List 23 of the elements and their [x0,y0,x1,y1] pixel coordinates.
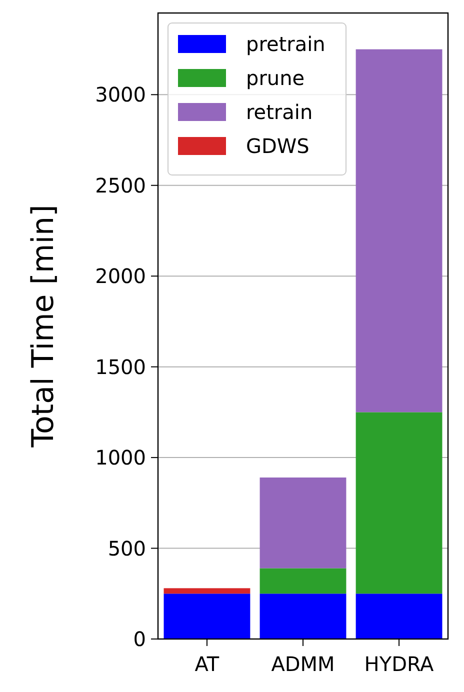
bar [164,588,250,594]
y-tick-label: 2000 [95,264,146,288]
bar [260,568,346,594]
bar [164,594,250,639]
bar [260,478,346,568]
legend-label: prune [246,66,305,90]
x-tick-label: ADMM [271,652,335,676]
y-tick-label: 0 [133,627,146,651]
y-axis-title: Total Time [min] [26,204,61,448]
bar [356,594,442,639]
bar [356,412,442,594]
legend-label: retrain [246,100,313,124]
y-tick-label: 3000 [95,82,146,107]
y-tick-label: 2500 [95,173,146,198]
y-tick-label: 1000 [95,446,146,470]
bar [356,49,442,412]
y-tick-label: 500 [108,536,146,560]
x-tick-label: HYDRA [364,652,434,676]
x-tick-label: AT [194,652,220,676]
y-tick-label: 1500 [95,354,146,379]
bar [260,594,346,639]
legend-label: GDWS [246,134,310,158]
legend-label: pretrain [246,32,326,56]
